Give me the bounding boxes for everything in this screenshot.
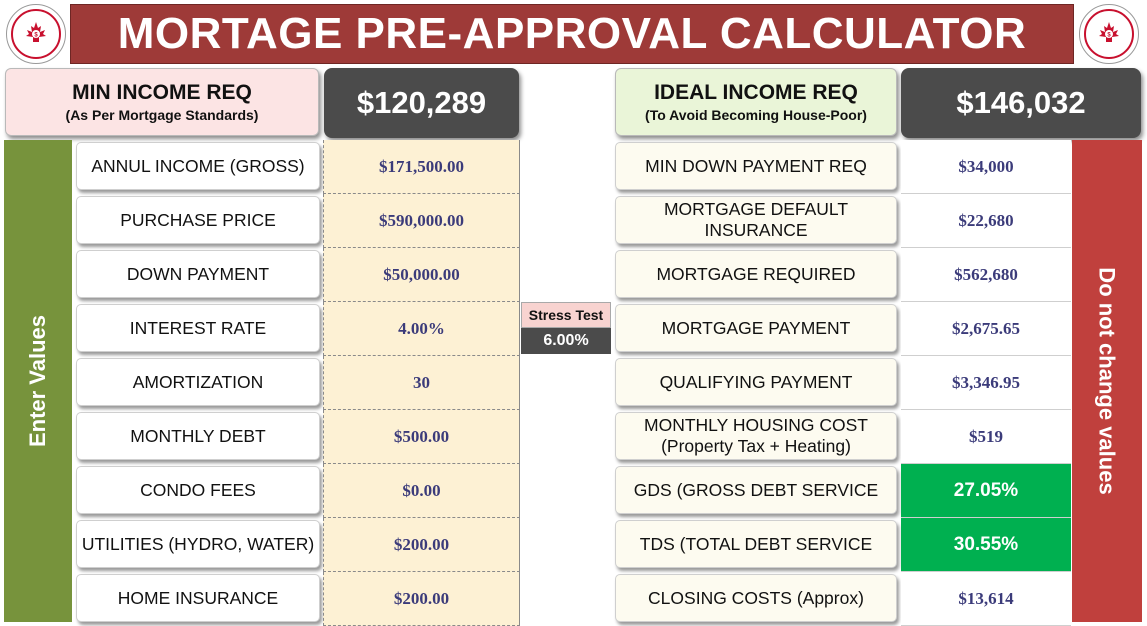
input-value-field[interactable]: $0.00 bbox=[323, 464, 520, 518]
do-not-change-text: Do not change values bbox=[1095, 267, 1121, 495]
output-value: 30.55% bbox=[901, 518, 1071, 572]
input-value-field[interactable]: $200.00 bbox=[323, 518, 520, 572]
ideal-income-value: $146,032 bbox=[901, 68, 1141, 138]
output-value: $13,614 bbox=[901, 572, 1071, 626]
svg-text:$: $ bbox=[1107, 33, 1111, 39]
min-income-value: $120,289 bbox=[324, 68, 519, 138]
input-label: INTEREST RATE bbox=[76, 304, 320, 352]
input-value-field[interactable]: $590,000.00 bbox=[323, 194, 520, 248]
input-label: DOWN PAYMENT bbox=[76, 250, 320, 298]
input-value-field[interactable]: $171,500.00 bbox=[323, 140, 520, 194]
output-label: MIN DOWN PAYMENT REQ bbox=[615, 142, 897, 190]
input-label: AMORTIZATION bbox=[76, 358, 320, 406]
stress-test-label: Stress Test bbox=[521, 302, 611, 328]
input-label: MONTHLY DEBT bbox=[76, 412, 320, 460]
output-label-line1: MONTHLY HOUSING COST bbox=[644, 415, 868, 435]
input-label: CONDO FEES bbox=[76, 466, 320, 514]
output-label: MORTGAGE DEFAULT INSURANCE bbox=[615, 196, 897, 244]
min-income-label: MIN INCOME REQ bbox=[72, 81, 252, 104]
input-value-field[interactable]: 4.00% bbox=[323, 302, 520, 356]
maple-leaf-icon: $ bbox=[1084, 9, 1134, 59]
input-value-field[interactable]: $500.00 bbox=[323, 410, 520, 464]
output-label-line1: TDS (TOTAL DEBT SERVICE bbox=[639, 533, 873, 554]
output-value: $22,680 bbox=[901, 194, 1071, 248]
input-label: UTILITIES (HYDRO, WATER) bbox=[76, 520, 320, 568]
output-label-line2: INSURANCE bbox=[704, 220, 808, 240]
enter-values-banner: Enter Values bbox=[4, 140, 72, 622]
title-bar: MORTAGE PRE-APPROVAL CALCULATOR bbox=[70, 4, 1074, 64]
input-label: HOME INSURANCE bbox=[76, 574, 320, 622]
output-value: $2,675.65 bbox=[901, 302, 1071, 356]
output-label: GDS (GROSS DEBT SERVICE bbox=[615, 466, 897, 514]
output-label-line2: (Property Tax + Heating) bbox=[661, 436, 851, 456]
min-income-label-box: MIN INCOME REQ (As Per Mortgage Standard… bbox=[5, 68, 319, 136]
output-label: CLOSING COSTS (Approx) bbox=[615, 574, 897, 622]
input-value-field[interactable]: $50,000.00 bbox=[323, 248, 520, 302]
output-label: MONTHLY HOUSING COST (Property Tax + Heat… bbox=[615, 412, 897, 460]
output-label-line1: MORTGAGE PAYMENT bbox=[661, 317, 851, 338]
canadian-financial-literacy-logo-right: $ bbox=[1079, 4, 1139, 64]
output-value: $34,000 bbox=[901, 140, 1071, 194]
do-not-change-banner: Do not change values bbox=[1072, 140, 1142, 622]
input-label: ANNUL INCOME (GROSS) bbox=[76, 142, 320, 190]
canadian-financial-literacy-logo-left: $ bbox=[6, 4, 66, 64]
output-label-line1: CLOSING COSTS (Approx) bbox=[648, 587, 864, 608]
maple-leaf-icon: $ bbox=[11, 9, 61, 59]
svg-text:$: $ bbox=[34, 33, 38, 39]
output-label: TDS (TOTAL DEBT SERVICE bbox=[615, 520, 897, 568]
output-label-line1: MIN DOWN PAYMENT REQ bbox=[645, 155, 867, 176]
enter-values-text: Enter Values bbox=[25, 314, 51, 448]
output-label-line1: GDS (GROSS DEBT SERVICE bbox=[633, 479, 879, 500]
input-value-field[interactable]: $200.00 bbox=[323, 572, 520, 626]
output-label-line1: QUALIFYING PAYMENT bbox=[659, 371, 853, 392]
page-title: MORTAGE PRE-APPROVAL CALCULATOR bbox=[117, 9, 1027, 58]
output-value: 27.05% bbox=[901, 464, 1071, 518]
output-label: MORTGAGE PAYMENT bbox=[615, 304, 897, 352]
min-income-sublabel: (As Per Mortgage Standards) bbox=[65, 107, 259, 123]
input-value-field[interactable]: 30 bbox=[323, 356, 520, 410]
ideal-income-label: IDEAL INCOME REQ bbox=[654, 81, 858, 104]
output-value: $562,680 bbox=[901, 248, 1071, 302]
ideal-income-label-box: IDEAL INCOME REQ (To Avoid Becoming Hous… bbox=[615, 68, 897, 136]
output-label-line1: MORTGAGE REQUIRED bbox=[656, 263, 856, 284]
output-label-line1: MORTGAGE DEFAULT bbox=[663, 199, 849, 219]
stress-test-value: 6.00% bbox=[521, 328, 611, 354]
output-label: QUALIFYING PAYMENT bbox=[615, 358, 897, 406]
output-label: MORTGAGE REQUIRED bbox=[615, 250, 897, 298]
ideal-income-sublabel: (To Avoid Becoming House-Poor) bbox=[645, 107, 867, 123]
output-value: $519 bbox=[901, 410, 1071, 464]
output-value: $3,346.95 bbox=[901, 356, 1071, 410]
input-label: PURCHASE PRICE bbox=[76, 196, 320, 244]
